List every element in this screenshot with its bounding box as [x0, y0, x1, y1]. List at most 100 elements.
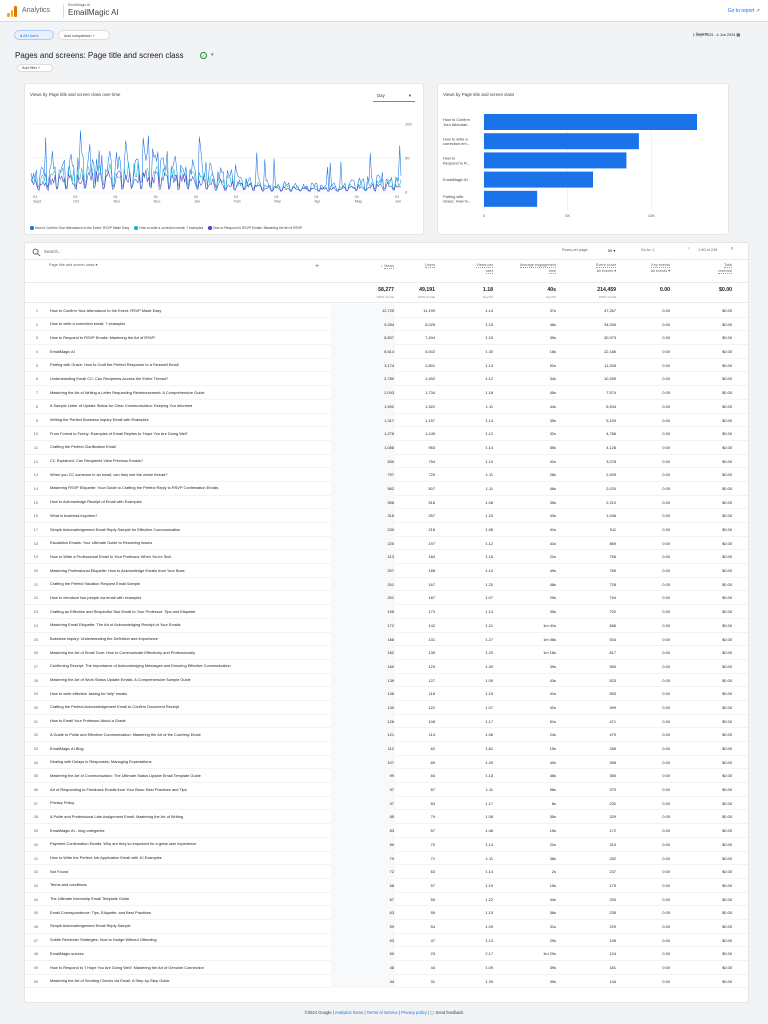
table-row[interactable]: 2 How to write a correction email: 7 exam…: [25, 317, 748, 332]
views-cell: 8,507: [384, 335, 394, 341]
table-row[interactable]: 20 Mastering Professional Etiquette: How …: [25, 564, 748, 578]
table-row[interactable]: 1 How to Confirm Your Attendance to the E…: [25, 304, 748, 318]
table-row[interactable]: 30 Crafting the Perfect Acknowledgement E…: [25, 700, 748, 715]
terms-link[interactable]: Terms of Service: [366, 1010, 398, 1015]
table-row[interactable]: 7 Mastering the Art of Writing a Letter R…: [25, 386, 748, 400]
add-dimension-icon[interactable]: +: [315, 263, 320, 270]
table-row[interactable]: 46 Simple Acknowledgement Email Reply Sam…: [25, 919, 748, 934]
table-row[interactable]: 42 Not Found 72 63 1.14 2s 237 0.00 $0.00: [25, 865, 748, 879]
legend-item[interactable]: How to Respond to RSVP Emails: Mastering…: [208, 226, 302, 230]
table-row[interactable]: 50 Mastering the Art of Sending Checks vi…: [25, 974, 748, 989]
table-row[interactable]: 8 A Sample Letter of Update Status for Cl…: [25, 399, 748, 414]
eng-header-line2: time: [548, 268, 556, 274]
table-row[interactable]: 24 Mastering Email Etiquette: The Art of …: [25, 618, 748, 633]
table-row[interactable]: 43 Terms and conditions 68 57 1.19 15s 179 0.00…: [25, 878, 748, 893]
legend-item[interactable]: How to Confirm Your Attendance to the Ev…: [30, 226, 129, 230]
goto-page-input[interactable]: Go to: 1: [641, 248, 655, 252]
table-row[interactable]: 48 EmailMagic-sucess 50 23 2.17 1m 20s 124 0.00…: [25, 947, 748, 961]
rows-per-page-select[interactable]: 50 ▾: [608, 249, 616, 253]
line-chart-card: Views by Page title and screen class ove…: [25, 84, 423, 234]
table-row[interactable]: 44 The Ultimate Internship Email Template…: [25, 892, 748, 907]
table-row[interactable]: 5 Parting with Grace: How to Craft the Pe…: [25, 358, 748, 373]
table-row[interactable]: 31 How to Email Your Professor About a Gr…: [25, 714, 748, 729]
table-row[interactable]: 17 Simple Acknowledgement Email Reply Sam…: [25, 523, 748, 537]
table-row[interactable]: 47 Subtle Reminder Strategies: How to Nud…: [25, 933, 748, 948]
previous-page-icon[interactable]: ‹: [688, 246, 690, 252]
x-tick-day: 01: [355, 195, 359, 199]
table-row[interactable]: 45 Email Correspondence: Tips, Etiquette,…: [25, 906, 748, 920]
property-name[interactable]: EmailMagic AI: [68, 8, 119, 17]
table-row[interactable]: 39 EmailMagic AI - blog categories 83 57 1.4…: [25, 824, 748, 838]
account-breadcrumb[interactable]: EmailMagic AI: [68, 3, 91, 7]
table-row[interactable]: 12 CC Explained: Can Recipients View Prev…: [25, 454, 748, 469]
table-row[interactable]: 15 How to Acknowledge Receipt of Email wi…: [25, 495, 748, 510]
table-row[interactable]: 49 How to Respond to 'I Hope You Are Doin…: [25, 961, 748, 975]
engagement-column-header[interactable]: Average engagement time: [519, 263, 556, 274]
table-row[interactable]: 35 Mastering the Art of Communication: Th…: [25, 769, 748, 784]
bar[interactable]: [484, 190, 538, 207]
table-row[interactable]: 6 Understanding Email CC: Can Recipients …: [25, 372, 748, 387]
table-row[interactable]: 18 Escalation Emails: Your Ultimate Guide…: [25, 536, 748, 551]
table-row[interactable]: 4 EmailMagic AI 6,514 5,002 1.30 18s 22,186 0.0…: [25, 345, 748, 359]
table-row[interactable]: 26 Mastering the Art of Email Tone: How t…: [25, 646, 748, 660]
sorted-column-highlight: [331, 632, 395, 647]
table-row[interactable]: 22 How to introduce two people via email …: [25, 591, 748, 606]
bar[interactable]: [484, 152, 627, 169]
next-page-icon[interactable]: ›: [731, 246, 733, 252]
eng-cell: 24s: [549, 732, 556, 738]
table-row[interactable]: 27 Confirming Receipt: The Importance of …: [25, 659, 748, 674]
table-row[interactable]: 9 Writing the Perfect Business Inquiry Em…: [25, 413, 748, 428]
views-column-header[interactable]: ↓ Views: [380, 263, 394, 270]
key-cell: 0.00: [662, 554, 670, 560]
analytics-home-link[interactable]: Analytics home: [334, 1010, 364, 1015]
table-row[interactable]: 16 What is business inquiries? 316 257 1.23 4…: [25, 509, 748, 523]
table-row[interactable]: 38 A Polite and Professional Late Assignm…: [25, 810, 748, 825]
go-to-report-link[interactable]: Go to report ↗: [728, 8, 760, 14]
table-row[interactable]: 10 From Formal to Funny: Examples of Emai…: [25, 427, 748, 441]
table-row[interactable]: 32 A Guide to Polite and Effective Commun…: [25, 728, 748, 742]
table-row[interactable]: 36 Art of Responding to Feedback Emails f…: [25, 783, 748, 797]
table-row[interactable]: 28 Mastering the Art of Work Status Updat…: [25, 673, 748, 688]
evt-cell: 553: [609, 691, 617, 697]
table-row[interactable]: 14 Mastering RSVP Etiquette: Your Guide t…: [25, 481, 748, 496]
bar[interactable]: [484, 171, 594, 188]
copyright: ©2024 Google |: [304, 1010, 334, 1015]
table-row[interactable]: 13 When you CC someone in an email, can t…: [25, 468, 748, 482]
table-row[interactable]: 40 Payment Confirmation Emails: Why are t…: [25, 837, 748, 852]
table-row[interactable]: 11 Crafting the Perfect Clarification Ema…: [25, 440, 748, 455]
table-row[interactable]: 41 How to Write the Perfect Job Applicati…: [25, 851, 748, 866]
vpu-cell: 1.09: [485, 677, 493, 683]
table-row[interactable]: 29 How to write effective 'asking for hel…: [25, 687, 748, 701]
table-row[interactable]: 19 How to Write a Professional Email to Y…: [25, 550, 748, 565]
table-row[interactable]: 34 Dealing with Delays in Responses: Mana…: [25, 755, 748, 770]
add-filter-button[interactable]: Add filter +: [17, 64, 53, 72]
dimension-column-header[interactable]: Page title and screen class ▾: [49, 263, 159, 269]
vpu-cell: 1.20: [485, 581, 493, 587]
chevron-down-icon[interactable]: ▾: [211, 52, 214, 58]
table-row[interactable]: 37 Privacy Policy 97 83 1.17 8s 232 0.00 $0.00: [25, 796, 748, 811]
event-count-column-header[interactable]: Event count All events ▾: [595, 263, 616, 273]
key-events-column-header[interactable]: Key events All events ▾: [650, 263, 670, 273]
search-input[interactable]: Search...: [44, 249, 62, 254]
granularity-select[interactable]: Day ▼: [373, 90, 415, 102]
table-row[interactable]: 3 How to Respond to RSVP Emails: Masterin…: [25, 331, 748, 346]
table-row[interactable]: 33 EmailMagic AI Blog 112 62 1.81 15s 285 0.00 $…: [25, 742, 748, 756]
table-row[interactable]: 21 Crafting the Perfect Vacation Request …: [25, 577, 748, 592]
all-users-label: All Users: [23, 34, 39, 38]
add-comparison-button[interactable]: Add comparison +: [58, 30, 110, 40]
views-per-user-column-header[interactable]: Views per user: [476, 263, 493, 274]
users-column-header[interactable]: Users: [425, 263, 435, 269]
bar[interactable]: [484, 133, 639, 150]
send-feedback-link[interactable]: Send feedback: [435, 1010, 464, 1015]
date-range-picker[interactable]: 1 Sept 2023 - 4 Jun 2024 ▦: [693, 32, 740, 37]
privacy-link[interactable]: Privacy policy: [401, 1010, 427, 1015]
views-cell: 198: [387, 609, 395, 615]
table-row[interactable]: 23 Crafting an Effective and Respectful S…: [25, 605, 748, 619]
table-row[interactable]: 25 Business Inquiry: Understanding the De…: [25, 632, 748, 647]
evt-cell: 396: [609, 759, 617, 765]
evt-header-line1: Event count: [595, 263, 616, 268]
revenue-column-header[interactable]: Total revenue: [718, 263, 732, 274]
all-users-chip[interactable]: ● All Users: [14, 30, 54, 40]
bar[interactable]: [484, 114, 698, 130]
legend-item[interactable]: How to write a correction email: 7 examp…: [134, 226, 203, 230]
